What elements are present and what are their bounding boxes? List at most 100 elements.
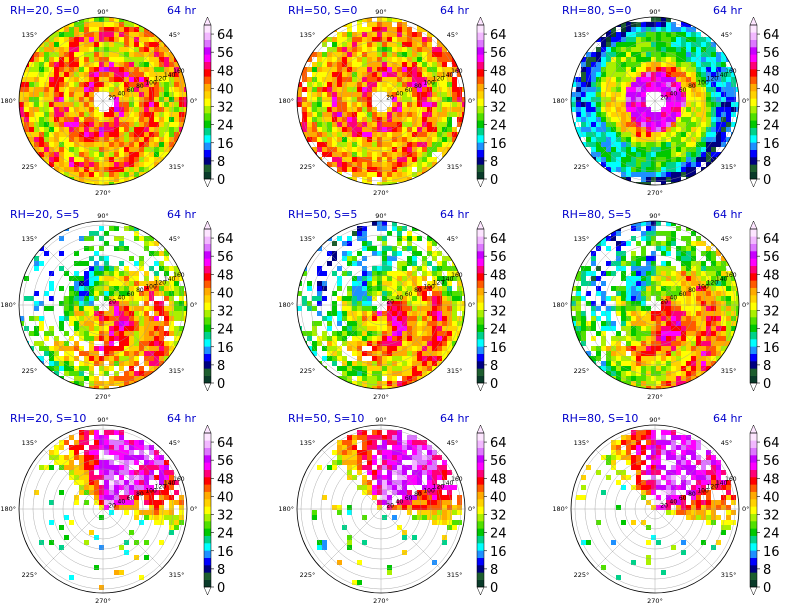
colorbar-segment [750, 353, 757, 362]
colorbar-segment [477, 557, 484, 566]
angle-tick-labels: 0° 45° 90° 135° 180° 225° 270° 315° [278, 8, 475, 197]
radial-tick-label: 140 [716, 72, 728, 79]
angle-tick-label: 135° [574, 31, 590, 39]
colorbar-segment [204, 47, 211, 55]
colorbar-segment [477, 521, 484, 529]
colorbar-segment [750, 491, 757, 500]
polar-grid [19, 425, 187, 593]
colorbar-tick-label: 32 [217, 305, 234, 320]
colorbar-segment [750, 91, 757, 99]
colorbar-segment [477, 433, 484, 441]
radial-tick-label: 60 [679, 495, 687, 502]
colorbar-segment [477, 368, 484, 376]
colorbar-segment [477, 171, 484, 180]
angle-tick-label: 225° [574, 367, 590, 375]
colorbar-segment [204, 324, 211, 332]
radial-tick-label: 40 [118, 295, 126, 302]
colorbar-segment [204, 506, 211, 514]
colorbar-segment [477, 506, 484, 514]
colorbar-segment [477, 47, 484, 55]
polar-grid [19, 17, 187, 185]
radial-tick-label: 100 [145, 487, 157, 494]
polar-grid [297, 221, 465, 389]
radial-tick-label: 120 [433, 484, 445, 491]
colorbar-segment [204, 513, 211, 522]
colorbar-segment [750, 375, 757, 384]
colorbar-segment [750, 229, 757, 237]
radial-tick-label: 60 [127, 291, 135, 298]
colorbar-max-extend [203, 220, 212, 230]
radial-tick-label: 120 [433, 280, 445, 287]
colorbar-segment [477, 572, 484, 580]
colorbar-segment [750, 258, 757, 266]
colorbar-min-extend [749, 382, 758, 392]
angle-tick-label: 135° [22, 31, 38, 39]
colorbar-segment [750, 368, 757, 376]
polar-grid [297, 425, 465, 593]
colorbar-segment [477, 455, 484, 463]
panel-6: 204060801001201401600°45°90°135°180°225°… [552, 208, 779, 401]
colorbar: 0 8 16 24 32 40 48 56 64 [476, 16, 507, 188]
angle-tick-label: 225° [574, 571, 590, 579]
angle-tick-label: 90° [649, 8, 661, 16]
colorbar-tick-label: 56 [217, 454, 234, 469]
colorbar-segment [477, 61, 484, 70]
angle-tick-label: 225° [300, 163, 316, 171]
colorbar: 0 8 16 24 32 40 48 56 64 [749, 220, 780, 392]
colorbar-min-extend [476, 178, 485, 188]
radial-tick-label: 120 [155, 484, 167, 491]
colorbar-segment [477, 375, 484, 384]
colorbar-segment [204, 265, 211, 274]
colorbar-segment [477, 484, 484, 492]
colorbar-segment [477, 280, 484, 288]
colorbar-segment [477, 98, 484, 106]
colorbar-tick-label: 64 [763, 436, 780, 451]
radial-tick-label: 60 [127, 87, 135, 94]
colorbar-segment [204, 565, 211, 573]
colorbar-segment [750, 528, 757, 536]
angle-tick-label: 270° [373, 597, 389, 605]
radial-tick-label: 100 [697, 487, 709, 494]
colorbar-tick-label: 40 [763, 82, 780, 97]
colorbar-segment [204, 295, 211, 303]
colorbar-segment [750, 302, 757, 310]
radial-tick-label: 100 [145, 79, 157, 86]
angle-tick-label: 135° [300, 439, 316, 447]
colorbar-segment [477, 287, 484, 296]
colorbar-segment [477, 251, 484, 259]
colorbar-segment [204, 477, 211, 485]
colorbar-segment [477, 54, 484, 62]
colorbar-tick-label: 56 [217, 250, 234, 265]
angle-tick-label: 90° [649, 212, 661, 220]
angle-tick-labels: 0° 45° 90° 135° 180° 225° 270° 315° [552, 212, 749, 401]
colorbar-min-extend [749, 178, 758, 188]
colorbar-tick-label: 24 [763, 323, 780, 338]
colorbar-tick-label: 16 [217, 341, 234, 356]
colorbar-min-extend [749, 586, 758, 596]
colorbar-segment [477, 324, 484, 332]
colorbar-segment [204, 164, 211, 172]
angle-tick-label: 180° [0, 505, 16, 513]
angle-tick-labels: 0° 45° 90° 135° 180° 225° 270° 315° [278, 212, 475, 401]
radial-tick-label: 80 [136, 287, 144, 294]
colorbar-segment [750, 149, 757, 158]
colorbar-segment [750, 127, 757, 136]
colorbar-segment [750, 25, 757, 33]
colorbar-segment [477, 565, 484, 573]
colorbar-tick-label: 8 [217, 155, 225, 170]
colorbar-segment [477, 339, 484, 347]
colorbar-segment [204, 120, 211, 128]
panel-time-label: 64 hr [167, 208, 196, 221]
radial-tick-label: 140 [442, 480, 454, 487]
radial-tick-label: 20 [386, 94, 394, 101]
colorbar-segment [204, 331, 211, 340]
colorbar-segment [750, 579, 757, 588]
colorbar-segment [204, 499, 211, 507]
colorbar-tick-label: 64 [763, 232, 780, 247]
colorbar-segment [750, 287, 757, 296]
colorbar-segment [750, 499, 757, 507]
angle-tick-label: 90° [649, 416, 661, 424]
angle-tick-label: 90° [97, 212, 109, 220]
